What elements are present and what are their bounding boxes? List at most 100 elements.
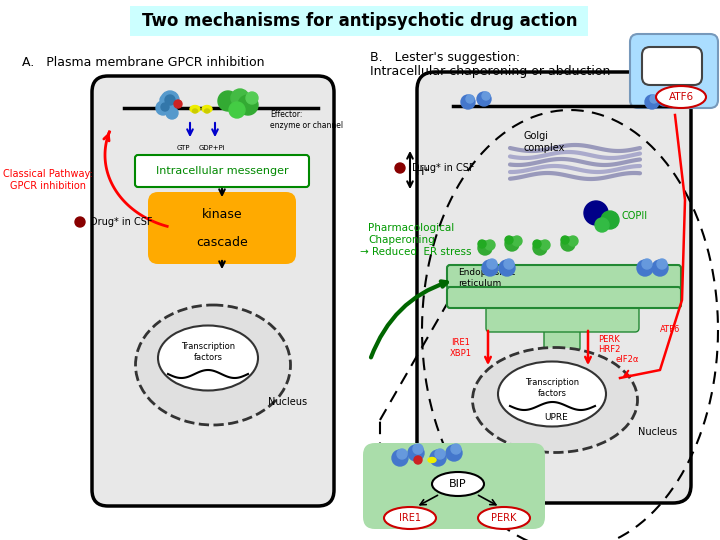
Text: Transcription
factors: Transcription factors <box>181 342 235 362</box>
Text: Classical Pathway:
GPCR inhibition: Classical Pathway: GPCR inhibition <box>3 169 93 191</box>
FancyBboxPatch shape <box>544 294 580 352</box>
FancyBboxPatch shape <box>363 443 545 529</box>
Text: PERK: PERK <box>598 335 620 345</box>
Ellipse shape <box>498 361 606 427</box>
Circle shape <box>487 259 497 269</box>
Circle shape <box>568 236 578 246</box>
Text: GDP+Pi: GDP+Pi <box>199 145 225 151</box>
Circle shape <box>584 201 608 225</box>
Circle shape <box>435 449 445 459</box>
Circle shape <box>160 95 170 105</box>
Ellipse shape <box>384 507 436 529</box>
Ellipse shape <box>135 305 290 425</box>
Circle shape <box>505 237 519 251</box>
Circle shape <box>413 444 423 454</box>
Circle shape <box>540 240 550 250</box>
Circle shape <box>478 240 486 248</box>
Circle shape <box>645 95 659 109</box>
Text: Drug* in CSF: Drug* in CSF <box>412 163 474 173</box>
Circle shape <box>650 95 658 103</box>
Circle shape <box>161 91 179 109</box>
Text: H⁺: H⁺ <box>416 167 431 177</box>
Text: B.   Lester's suggestion:: B. Lester's suggestion: <box>370 51 520 64</box>
FancyBboxPatch shape <box>642 47 702 85</box>
Text: → Reduced  ER stress: → Reduced ER stress <box>360 247 472 257</box>
Text: Endoplasmic
reticulum: Endoplasmic reticulum <box>458 268 516 288</box>
Circle shape <box>451 444 461 454</box>
Ellipse shape <box>432 472 484 496</box>
Text: Nucleus: Nucleus <box>638 427 677 437</box>
Circle shape <box>478 241 492 255</box>
FancyBboxPatch shape <box>417 72 691 503</box>
Ellipse shape <box>202 105 212 112</box>
Circle shape <box>414 456 422 464</box>
Circle shape <box>561 236 569 244</box>
Circle shape <box>482 92 490 100</box>
Circle shape <box>477 92 491 106</box>
Text: cascade: cascade <box>196 235 248 248</box>
FancyBboxPatch shape <box>447 265 681 289</box>
Circle shape <box>485 240 495 250</box>
FancyBboxPatch shape <box>447 287 681 308</box>
Ellipse shape <box>656 86 706 108</box>
Circle shape <box>156 101 170 115</box>
Text: Pharmacological: Pharmacological <box>368 223 454 233</box>
Circle shape <box>499 260 515 276</box>
Circle shape <box>246 92 258 104</box>
Circle shape <box>512 236 522 246</box>
Ellipse shape <box>204 109 210 113</box>
Circle shape <box>505 236 513 244</box>
Text: IRE1
XBP1: IRE1 XBP1 <box>450 338 472 357</box>
Text: COPII: COPII <box>622 211 648 221</box>
Circle shape <box>218 91 238 111</box>
FancyBboxPatch shape <box>135 155 309 187</box>
Ellipse shape <box>190 105 200 112</box>
Ellipse shape <box>428 457 436 462</box>
Circle shape <box>395 163 405 173</box>
Ellipse shape <box>478 507 530 529</box>
Ellipse shape <box>472 348 637 453</box>
Circle shape <box>161 103 169 111</box>
Circle shape <box>482 260 498 276</box>
FancyBboxPatch shape <box>148 192 296 236</box>
FancyBboxPatch shape <box>130 6 588 36</box>
Circle shape <box>231 89 249 107</box>
Text: kinase: kinase <box>202 207 243 220</box>
Circle shape <box>642 259 652 269</box>
Text: Nucleus: Nucleus <box>268 397 307 407</box>
Ellipse shape <box>157 198 287 262</box>
Text: BIP: BIP <box>449 479 467 489</box>
Text: Drug* in CSF: Drug* in CSF <box>90 217 153 227</box>
FancyBboxPatch shape <box>148 220 296 264</box>
Circle shape <box>408 445 424 461</box>
Circle shape <box>174 100 182 108</box>
Text: Intracellular chaperoning or abduction: Intracellular chaperoning or abduction <box>370 65 611 78</box>
Circle shape <box>397 449 407 459</box>
Text: UPRE: UPRE <box>544 414 568 422</box>
FancyBboxPatch shape <box>486 304 639 332</box>
Circle shape <box>229 102 245 118</box>
Text: eIF2α: eIF2α <box>615 355 639 364</box>
Circle shape <box>466 95 474 103</box>
Text: Chaperoning: Chaperoning <box>368 235 435 245</box>
Text: Two mechanisms for antipsychotic drug action: Two mechanisms for antipsychotic drug ac… <box>143 12 577 30</box>
Circle shape <box>657 92 671 106</box>
Text: PERK: PERK <box>491 513 517 523</box>
FancyBboxPatch shape <box>92 76 334 506</box>
Circle shape <box>533 240 541 248</box>
Circle shape <box>238 95 258 115</box>
Ellipse shape <box>158 326 258 390</box>
FancyBboxPatch shape <box>630 34 718 108</box>
Circle shape <box>561 237 575 251</box>
Circle shape <box>601 211 619 229</box>
Text: Effector:
enzyme or channel: Effector: enzyme or channel <box>270 110 343 130</box>
Circle shape <box>446 445 462 461</box>
Circle shape <box>392 450 408 466</box>
Text: GTP: GTP <box>176 145 190 151</box>
Circle shape <box>662 92 670 100</box>
Text: ATF6: ATF6 <box>668 92 693 102</box>
Text: Intracellular messenger: Intracellular messenger <box>156 166 288 176</box>
Circle shape <box>461 95 475 109</box>
Text: IRE1: IRE1 <box>399 513 421 523</box>
Circle shape <box>430 450 446 466</box>
